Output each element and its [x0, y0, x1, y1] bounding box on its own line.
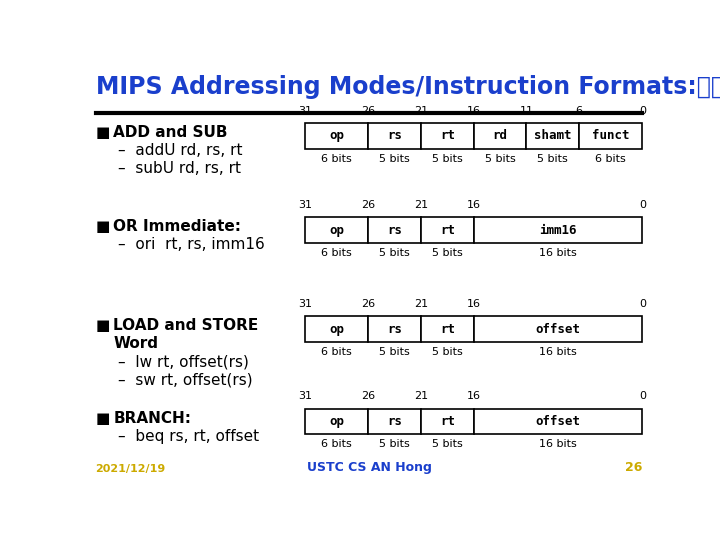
Bar — [305, 123, 368, 149]
Text: rs: rs — [387, 130, 402, 143]
Text: op: op — [329, 224, 344, 237]
Text: 16: 16 — [467, 299, 481, 309]
Text: 5 bits: 5 bits — [537, 154, 568, 164]
Text: 16: 16 — [467, 391, 481, 401]
Text: offset: offset — [536, 323, 580, 336]
Text: rs: rs — [387, 323, 402, 336]
Bar — [421, 218, 474, 243]
Text: –  beq rs, rt, offset: – beq rs, rt, offset — [118, 429, 259, 444]
Text: 2021/12/19: 2021/12/19 — [96, 464, 166, 474]
Text: rs: rs — [387, 224, 402, 237]
Text: offset: offset — [536, 415, 580, 428]
Text: ■: ■ — [96, 319, 110, 333]
Bar — [421, 316, 474, 342]
Text: 16 bits: 16 bits — [539, 347, 577, 357]
Text: 5 bits: 5 bits — [432, 347, 463, 357]
Bar — [421, 409, 474, 435]
Text: 6: 6 — [575, 105, 582, 116]
Text: op: op — [329, 415, 344, 428]
Text: 26: 26 — [625, 461, 642, 474]
Bar — [421, 123, 474, 149]
Text: 6 bits: 6 bits — [321, 154, 352, 164]
Bar — [474, 123, 526, 149]
Text: BRANCH:: BRANCH: — [114, 411, 192, 426]
Text: op: op — [329, 323, 344, 336]
Text: –  ori  rt, rs, imm16: – ori rt, rs, imm16 — [118, 238, 265, 252]
Text: op: op — [329, 130, 344, 143]
Text: 21: 21 — [414, 391, 428, 401]
Text: 6 bits: 6 bits — [321, 347, 352, 357]
Text: MIPS Addressing Modes/Instruction Formats:例子: MIPS Addressing Modes/Instruction Format… — [96, 75, 720, 99]
Bar — [368, 218, 421, 243]
Bar — [368, 316, 421, 342]
Text: 26: 26 — [361, 200, 375, 210]
Text: 5 bits: 5 bits — [432, 154, 463, 164]
Text: rt: rt — [440, 130, 455, 143]
Bar — [305, 218, 368, 243]
Text: 6 bits: 6 bits — [321, 248, 352, 258]
Text: 6 bits: 6 bits — [321, 440, 352, 449]
Text: rt: rt — [440, 224, 455, 237]
Text: 26: 26 — [361, 391, 375, 401]
Text: –  addU rd, rs, rt: – addU rd, rs, rt — [118, 143, 243, 158]
Text: ■: ■ — [96, 411, 110, 426]
Text: 0: 0 — [639, 105, 646, 116]
Text: rs: rs — [387, 415, 402, 428]
Text: 11: 11 — [519, 105, 534, 116]
Text: 5 bits: 5 bits — [379, 154, 410, 164]
Text: 31: 31 — [298, 391, 312, 401]
Text: 16: 16 — [467, 105, 481, 116]
Bar — [368, 409, 421, 435]
Text: 5 bits: 5 bits — [379, 248, 410, 258]
Text: 21: 21 — [414, 105, 428, 116]
Text: rt: rt — [440, 415, 455, 428]
Text: 5 bits: 5 bits — [432, 440, 463, 449]
Text: LOAD and STORE: LOAD and STORE — [114, 319, 258, 333]
Text: rd: rd — [492, 130, 508, 143]
Text: 31: 31 — [298, 299, 312, 309]
Text: 21: 21 — [414, 299, 428, 309]
Text: 5 bits: 5 bits — [379, 347, 410, 357]
Text: 26: 26 — [361, 299, 375, 309]
Text: 21: 21 — [414, 200, 428, 210]
Text: ■: ■ — [96, 219, 110, 234]
Bar — [474, 218, 642, 243]
Bar — [368, 123, 421, 149]
Text: ■: ■ — [96, 125, 110, 140]
Text: imm16: imm16 — [539, 224, 577, 237]
Text: 6 bits: 6 bits — [595, 154, 626, 164]
Text: 5 bits: 5 bits — [432, 248, 463, 258]
Text: rt: rt — [440, 323, 455, 336]
Text: 5 bits: 5 bits — [379, 440, 410, 449]
Text: ADD and SUB: ADD and SUB — [114, 125, 228, 140]
Bar — [305, 316, 368, 342]
Text: 0: 0 — [639, 200, 646, 210]
Text: –  subU rd, rs, rt: – subU rd, rs, rt — [118, 161, 241, 176]
Text: shamt: shamt — [534, 130, 572, 143]
Text: OR Immediate:: OR Immediate: — [114, 219, 241, 234]
Text: 0: 0 — [639, 299, 646, 309]
Bar — [305, 409, 368, 435]
Text: –  sw rt, offset(rs): – sw rt, offset(rs) — [118, 372, 253, 387]
Bar — [526, 123, 579, 149]
Text: 16 bits: 16 bits — [539, 248, 577, 258]
Text: funct: funct — [592, 130, 629, 143]
Text: 31: 31 — [298, 105, 312, 116]
Text: USTC CS AN Hong: USTC CS AN Hong — [307, 461, 431, 474]
Text: 26: 26 — [361, 105, 375, 116]
Text: 31: 31 — [298, 200, 312, 210]
Text: –  lw rt, offset(rs): – lw rt, offset(rs) — [118, 354, 249, 369]
Text: 16 bits: 16 bits — [539, 440, 577, 449]
Bar — [579, 123, 642, 149]
Bar — [474, 409, 642, 435]
Bar — [474, 316, 642, 342]
Text: 5 bits: 5 bits — [485, 154, 516, 164]
Text: Word: Word — [114, 336, 158, 352]
Text: 0: 0 — [639, 391, 646, 401]
Text: 16: 16 — [467, 200, 481, 210]
